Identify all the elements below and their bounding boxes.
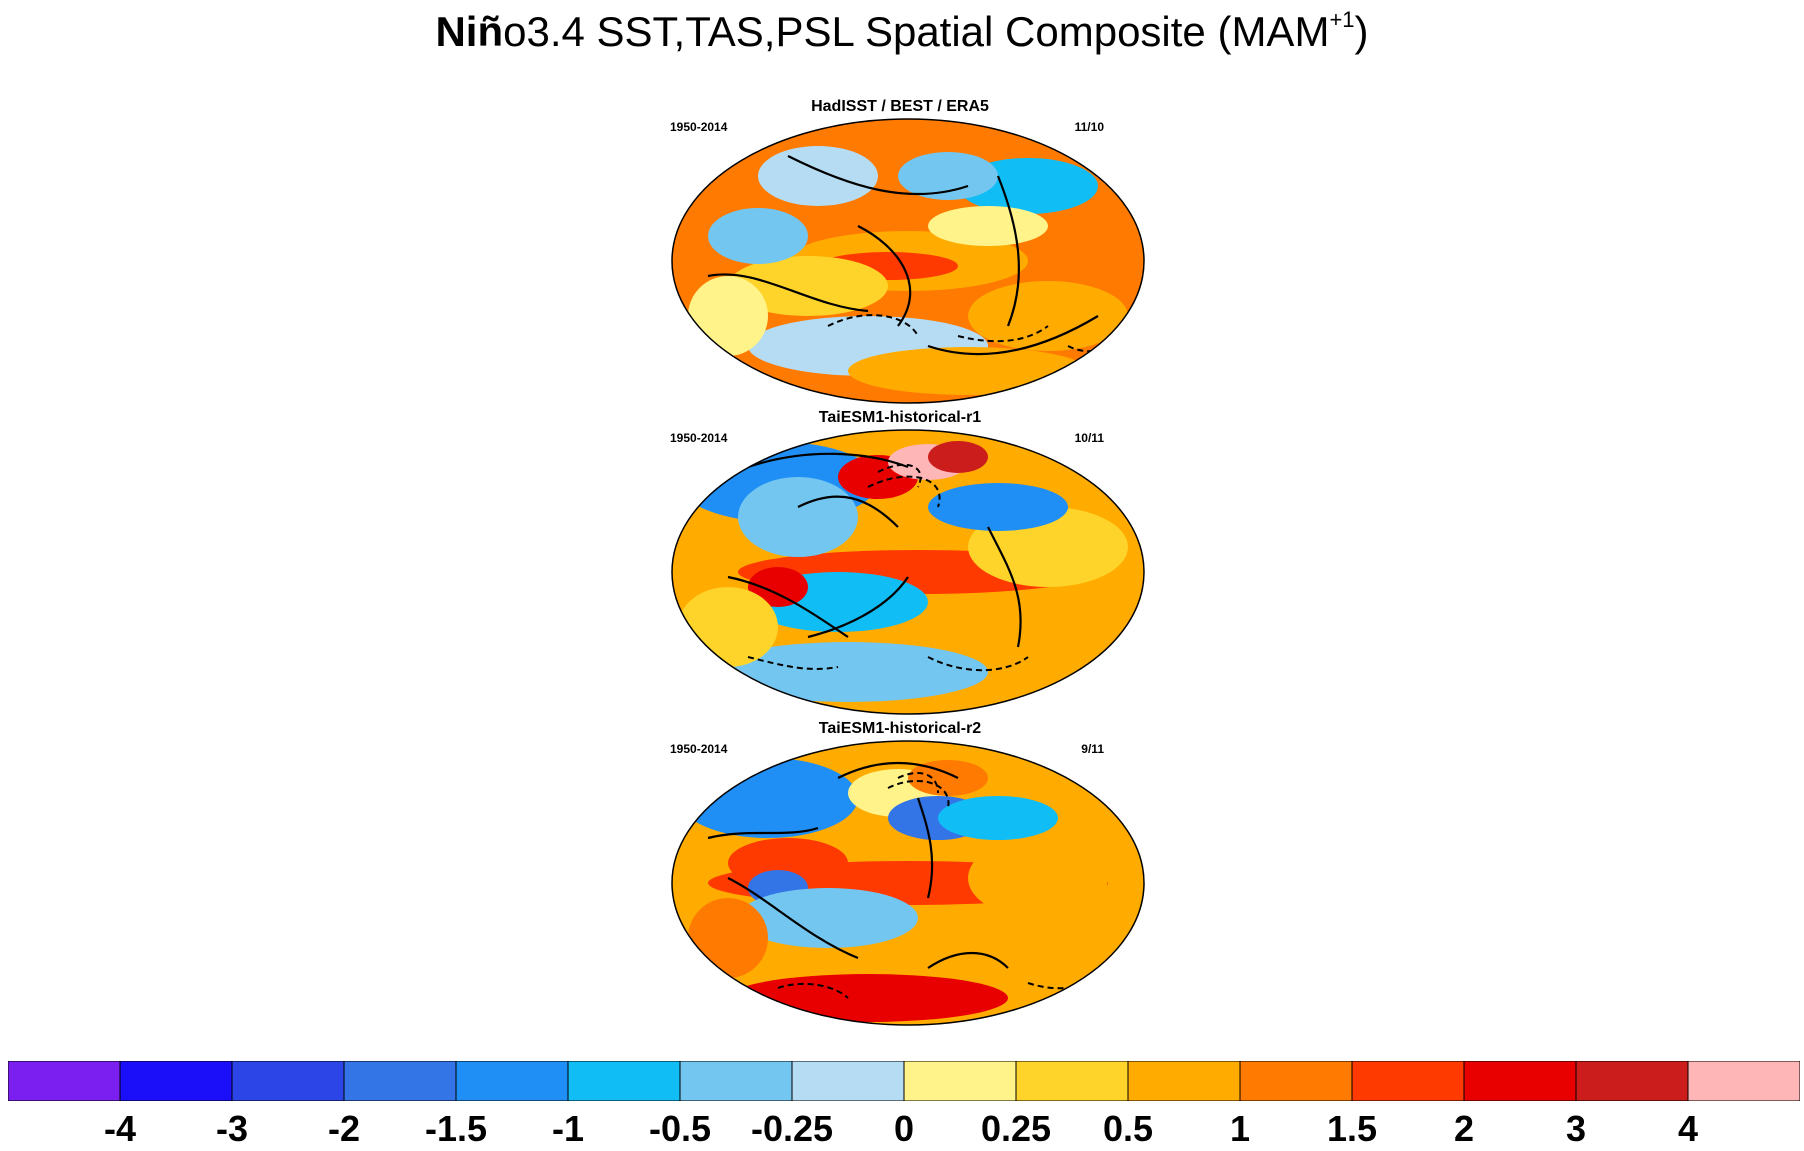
anomaly-region — [938, 796, 1058, 840]
colorbar-labels: -4 -3 -2 -1.5 -1 -0.5 -0.25 0 0.25 0.5 1 1.5 2 3 4 — [0, 1108, 1804, 1149]
colorbar-label: 1.5 — [1326, 1108, 1378, 1149]
panel-title: TaiESM1-historical-r1 — [818, 409, 982, 426]
colorbar-label: 1 — [1229, 1108, 1251, 1149]
panel-observations: HadISST / BEST / ERA5 1950-2014 11/10 — [660, 98, 1145, 404]
psl-contour-positive — [987, 526, 1022, 648]
page-title-superscript: +1 — [1329, 7, 1355, 32]
anomaly-region — [738, 888, 918, 948]
globe-map — [671, 118, 1145, 404]
psl-contour-negative — [957, 325, 1049, 343]
globe-map — [671, 429, 1145, 715]
colorbar-label: -2 — [327, 1108, 361, 1149]
anomaly-region — [678, 587, 778, 667]
panel-title: TaiESM1-historical-r2 — [818, 720, 982, 737]
colorbar-swatch — [1015, 1061, 1129, 1101]
colorbar-label: 0 — [893, 1108, 915, 1149]
colorbar-label: 3 — [1565, 1108, 1587, 1149]
psl-contour-positive — [727, 575, 849, 638]
panel-period: 1950-2014 — [670, 431, 728, 445]
colorbar-label: 0.5 — [1102, 1108, 1154, 1149]
panel-period: 1950-2014 — [670, 742, 728, 756]
colorbar-label: 4 — [1677, 1108, 1699, 1149]
colorbar-swatch — [679, 1061, 793, 1101]
colorbar-swatch — [8, 1061, 121, 1101]
psl-contour-positive — [787, 155, 969, 196]
panel-title: HadISST / BEST / ERA5 — [811, 98, 989, 115]
colorbar-swatch — [455, 1061, 569, 1101]
colorbar-label: 0.25 — [980, 1108, 1052, 1149]
globe-outline — [671, 740, 1145, 1026]
panel-event-count: 9/11 — [1081, 742, 1104, 756]
panel-model-r2: TaiESM1-historical-r2 1950-2014 9/11 — [660, 720, 1145, 1026]
psl-contour-negative — [747, 656, 839, 670]
colorbar-swatch — [791, 1061, 905, 1101]
anomaly-region — [758, 146, 878, 206]
anomaly-region — [678, 758, 858, 838]
colorbar — [8, 1061, 1800, 1101]
colorbar-swatch — [1687, 1061, 1800, 1101]
psl-contour-positive — [927, 315, 1099, 356]
panel-event-count: 10/11 — [1074, 431, 1104, 445]
page-title-bold: Niñ — [435, 8, 504, 55]
psl-contour-positive — [837, 761, 959, 779]
psl-contour-negative — [927, 656, 1029, 672]
psl-contour-positive — [707, 826, 819, 840]
psl-contour-positive — [727, 877, 859, 960]
psl-contour-negative — [777, 982, 849, 999]
colorbar-swatch — [119, 1061, 233, 1101]
page-title-text: o3.4 SST,TAS,PSL Spatial Composite (MAM — [503, 8, 1330, 55]
psl-contour-positive — [916, 797, 934, 899]
globe-outline — [671, 429, 1145, 715]
anomaly-region — [968, 838, 1108, 918]
colorbar-label: -3 — [215, 1108, 249, 1149]
colorbar-label: 2 — [1453, 1108, 1475, 1149]
colorbar-label: -1.5 — [424, 1108, 488, 1149]
colorbar-swatch — [1127, 1061, 1241, 1101]
anomaly-region — [928, 483, 1068, 531]
colorbar-label: -0.25 — [750, 1108, 834, 1149]
psl-contour-negative — [827, 314, 919, 337]
anomaly-region — [928, 206, 1048, 246]
psl-contour-positive — [797, 495, 899, 528]
panel-model-r1: TaiESM1-historical-r1 1950-2014 10/11 — [660, 409, 1145, 715]
psl-contour-positive — [996, 175, 1021, 327]
globe-outline — [671, 118, 1145, 404]
panel-event-count: 11/10 — [1074, 120, 1104, 134]
anomaly-region — [898, 152, 998, 200]
psl-contour-negative — [877, 463, 922, 488]
colorbar-swatch — [343, 1061, 457, 1101]
colorbar-swatch — [1575, 1061, 1689, 1101]
anomaly-region — [708, 208, 808, 264]
colorbar-swatch — [903, 1061, 1017, 1101]
anomaly-region — [908, 760, 988, 796]
page-title-close: ) — [1354, 8, 1369, 55]
psl-contour-positive — [927, 951, 1009, 969]
page-title: Niño3.4 SST,TAS,PSL Spatial Composite (M… — [0, 7, 1804, 56]
anomaly-region — [708, 642, 988, 702]
anomaly-region — [968, 281, 1128, 351]
psl-contour-positive — [707, 273, 869, 313]
anomaly-region — [738, 477, 858, 557]
psl-contour-positive — [747, 452, 909, 469]
colorbar-swatch — [1463, 1061, 1577, 1101]
anomaly-region — [748, 567, 808, 607]
colorbar-swatch — [567, 1061, 681, 1101]
psl-contour-negative — [897, 772, 939, 794]
colorbar-label: -4 — [103, 1108, 137, 1149]
colorbar-swatch — [231, 1061, 345, 1101]
anomaly-region — [688, 276, 768, 356]
anomaly-region — [928, 441, 988, 473]
colorbar-label: -1 — [551, 1108, 585, 1149]
panel-period: 1950-2014 — [670, 120, 728, 134]
psl-contour-negative — [887, 779, 950, 809]
psl-contour-positive — [807, 576, 909, 639]
colorbar-label: -0.5 — [648, 1108, 712, 1149]
anomaly-region — [728, 256, 888, 316]
psl-contour-positive — [857, 225, 912, 327]
globe-map — [671, 740, 1145, 1026]
psl-contour-negative — [867, 475, 941, 508]
colorbar-swatch — [1351, 1061, 1465, 1101]
colorbar-swatch — [1239, 1061, 1353, 1101]
anomaly-region — [688, 898, 768, 978]
